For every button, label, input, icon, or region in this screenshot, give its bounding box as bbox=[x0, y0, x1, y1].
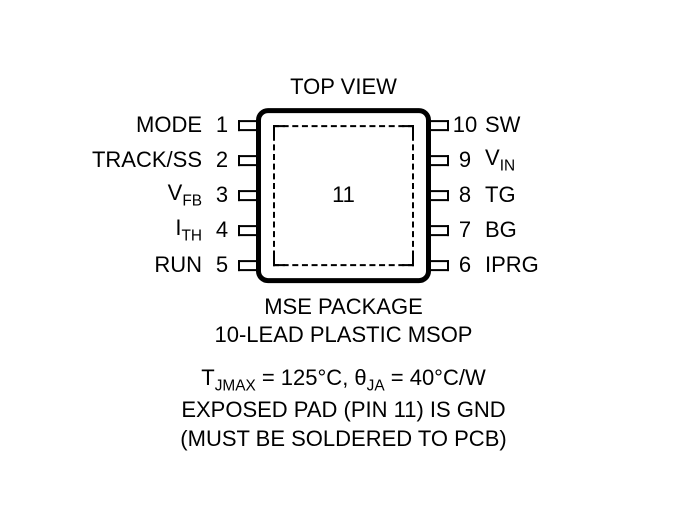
pin-6: 6IPRG bbox=[431, 248, 600, 283]
pin-3: VFB3 bbox=[87, 178, 256, 213]
pin-9-lead-icon bbox=[431, 155, 449, 166]
pinout-diagram: TOP VIEW MODE1TRACK/SS2VFB3ITH4RUN5 11 1… bbox=[74, 74, 614, 454]
pin-5-name: RUN bbox=[87, 252, 202, 278]
thermal-spec: TJMAX = 125°C, θJA = 40°C/W bbox=[74, 364, 614, 396]
pin-2-number: 2 bbox=[208, 147, 236, 173]
pin-10-name: SW bbox=[485, 112, 600, 138]
pin-7: 7BG bbox=[431, 213, 600, 248]
pad-note-2: (MUST BE SOLDERED TO PCB) bbox=[74, 425, 614, 454]
right-pin-column: 10SW9VIN8TG7BG6IPRG bbox=[431, 108, 600, 283]
pin-8: 8TG bbox=[431, 178, 600, 213]
top-view-label: TOP VIEW bbox=[74, 74, 614, 100]
pin-1-number: 1 bbox=[208, 112, 236, 138]
pin-4: ITH4 bbox=[87, 213, 256, 248]
pin-7-lead-icon bbox=[431, 225, 449, 236]
pin-1-lead-icon bbox=[238, 120, 256, 131]
pin-10-lead-icon bbox=[431, 120, 449, 131]
pin-3-lead-icon bbox=[238, 190, 256, 201]
pad-note-1: EXPOSED PAD (PIN 11) IS GND bbox=[74, 396, 614, 425]
pin-6-number: 6 bbox=[451, 252, 479, 278]
pin-8-number: 8 bbox=[451, 182, 479, 208]
pin-1-name: MODE bbox=[87, 112, 202, 138]
pin-7-number: 7 bbox=[451, 217, 479, 243]
pin-5: RUN5 bbox=[87, 248, 256, 283]
pad-corner-tl bbox=[273, 125, 285, 137]
package-name: MSE PACKAGE bbox=[74, 293, 614, 322]
exposed-pad-number: 11 bbox=[332, 182, 355, 208]
chip-row: MODE1TRACK/SS2VFB3ITH4RUN5 11 10SW9VIN8T… bbox=[74, 108, 614, 283]
pin-7-name: BG bbox=[485, 217, 600, 243]
pin-2-lead-icon bbox=[238, 155, 256, 166]
pin-10: 10SW bbox=[431, 108, 600, 143]
chip-body: 11 bbox=[256, 108, 431, 283]
pin-3-name: VFB bbox=[87, 180, 202, 210]
pin-9-number: 9 bbox=[451, 147, 479, 173]
pin-8-lead-icon bbox=[431, 190, 449, 201]
pin-5-number: 5 bbox=[208, 252, 236, 278]
left-pin-column: MODE1TRACK/SS2VFB3ITH4RUN5 bbox=[87, 108, 256, 283]
bottom-text: MSE PACKAGE 10-LEAD PLASTIC MSOP TJMAX =… bbox=[74, 293, 614, 454]
pin-2: TRACK/SS2 bbox=[87, 143, 256, 178]
pin-6-lead-icon bbox=[431, 260, 449, 271]
pin-3-number: 3 bbox=[208, 182, 236, 208]
pin-2-name: TRACK/SS bbox=[87, 147, 202, 173]
pad-corner-bl bbox=[273, 254, 285, 266]
package-desc: 10-LEAD PLASTIC MSOP bbox=[74, 321, 614, 350]
pin-9: 9VIN bbox=[431, 143, 600, 178]
pin-10-number: 10 bbox=[451, 112, 479, 138]
pin-6-name: IPRG bbox=[485, 252, 600, 278]
pad-corner-tr bbox=[402, 125, 414, 137]
pin-1: MODE1 bbox=[87, 108, 256, 143]
pin-4-name: ITH bbox=[87, 215, 202, 245]
pad-corner-br bbox=[402, 254, 414, 266]
pin-4-lead-icon bbox=[238, 225, 256, 236]
pin-9-name: VIN bbox=[485, 145, 600, 175]
pin-8-name: TG bbox=[485, 182, 600, 208]
pin-4-number: 4 bbox=[208, 217, 236, 243]
pin-5-lead-icon bbox=[238, 260, 256, 271]
